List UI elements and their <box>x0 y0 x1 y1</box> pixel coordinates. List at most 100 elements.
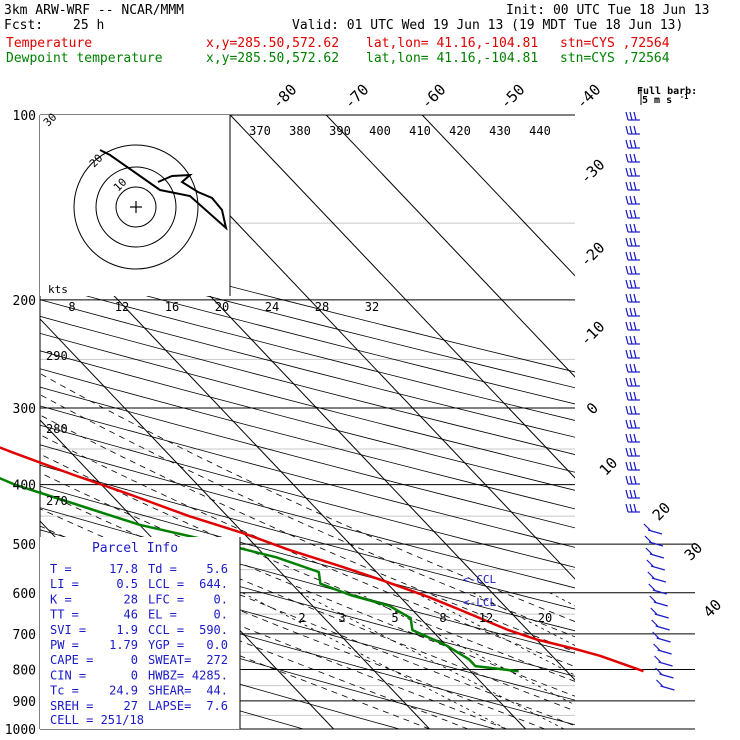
wind-barb-feather <box>633 489 637 499</box>
barb-legend-exponent: -1 <box>680 93 688 101</box>
parcel-row-label-b: SHEAR= <box>148 684 191 698</box>
wind-barb-feather <box>625 391 629 401</box>
isotherm-label-30: 30 <box>681 539 707 565</box>
theta-e-label-420: 420 <box>449 124 471 138</box>
wind-barb-feather <box>625 475 629 485</box>
wind-barb-low <box>647 529 663 535</box>
wind-barb-feather <box>625 293 629 303</box>
mixing-ratio-2 <box>242 592 507 729</box>
mixing-ratio-label-8: 8 <box>439 611 446 625</box>
wind-barb-feather <box>633 139 637 149</box>
speed-label-12: 12 <box>115 300 129 314</box>
dry-adiabat-410 <box>40 315 575 455</box>
speed-label-24: 24 <box>265 300 279 314</box>
isotherm-20 <box>133 115 575 580</box>
wind-barb-low <box>652 589 667 595</box>
wind-barb-feather <box>629 503 633 513</box>
wind-barb-low-feather <box>646 559 654 567</box>
parcel-row-value-a: 17.8 <box>109 562 138 576</box>
dry-adiabat-460 <box>40 236 575 373</box>
parcel-row-label-a: LI = <box>50 577 79 591</box>
dry-adiabat-390 <box>40 350 575 491</box>
wind-barb-low <box>650 565 666 571</box>
parcel-cell: CELL = 251/18 <box>50 713 144 727</box>
wind-barb-low <box>651 577 667 583</box>
wind-barb-feather <box>625 489 629 499</box>
wind-barb-feather <box>633 237 637 247</box>
speed-label-32: 32 <box>365 300 379 314</box>
parcel-row-value-b: 5.6 <box>206 562 228 576</box>
isotherm-30 <box>229 115 575 479</box>
theta-e-label-430: 430 <box>489 124 511 138</box>
wind-barb-feather <box>629 139 633 149</box>
wind-barb-feather <box>629 153 633 163</box>
wind-barb-feather <box>633 405 637 415</box>
wind-barb-feather <box>629 293 633 303</box>
wind-barb-feather <box>629 307 633 317</box>
dry-adiabat-320 <box>40 485 575 632</box>
temperature-legend-label: Temperature <box>6 36 93 51</box>
wind-barb-feather <box>629 321 633 331</box>
parcel-row-value-a: 46 <box>124 608 138 622</box>
wind-barb-feather <box>625 265 629 275</box>
wind-barb-feather <box>625 167 629 177</box>
wind-barb-feather <box>633 391 637 401</box>
wind-barb-feather <box>625 125 629 135</box>
isotherm-label--30: -30 <box>577 156 609 188</box>
theta-label-290: 290 <box>46 349 68 363</box>
wind-barb-feather <box>633 279 637 289</box>
wind-barb-low <box>658 661 673 667</box>
wind-barb-feather <box>629 279 633 289</box>
parcel-row-label-b: LFC = <box>148 592 184 606</box>
wind-barb-feather <box>625 419 629 429</box>
isotherm-label-0: 0 <box>583 399 602 418</box>
parcel-row-label-a: T = <box>50 562 72 576</box>
wind-barb-feather <box>633 265 637 275</box>
wind-barb-feather <box>629 363 633 373</box>
parcel-row-value-b: 0. <box>214 608 228 622</box>
dry-adiabat-420 <box>40 299 575 438</box>
mixing-ratio-label-20: 20 <box>538 611 552 625</box>
wind-barb-feather <box>625 349 629 359</box>
theta-e-label-410: 410 <box>409 124 431 138</box>
parcel-row-label-b: Td = <box>148 562 177 576</box>
parcel-row-label-a: SVI = <box>50 623 86 637</box>
wind-barb-feather <box>629 251 633 261</box>
temperature-station: stn=CYS ,72564 <box>560 36 670 51</box>
pressure-label-400: 400 <box>13 479 36 494</box>
dry-adiabat-430 <box>40 282 575 421</box>
parcel-info-panel: Parcel Info T = 17.8 Td = 5.6 LI = 0.5 LCL = 644… <box>40 537 241 729</box>
pressure-label-1000: 1000 <box>5 723 36 738</box>
wind-barb-feather <box>629 419 633 429</box>
parcel-row-value-a: 24.9 <box>109 684 138 698</box>
wind-barb-feather <box>633 125 637 135</box>
init-time: Init: 00 UTC Tue 18 Jun 13 <box>506 3 710 18</box>
wind-barb-low <box>648 541 664 547</box>
wind-barb-feather <box>633 475 637 485</box>
parcel-row-value-b: 272 <box>206 653 228 667</box>
wind-barb-feather <box>629 167 633 177</box>
wind-barb-feather <box>625 447 629 457</box>
wind-barb-feather <box>633 419 637 429</box>
wind-barb-feather <box>633 363 637 373</box>
temperature-latlon: lat,lon= 41.16,-104.81 <box>366 36 539 51</box>
mixing-ratio-label-12: 12 <box>479 611 493 625</box>
isotherm-label--10: -10 <box>577 318 609 350</box>
wind-barb-low-feather <box>645 547 653 555</box>
wind-barb-feather <box>629 447 633 457</box>
barb-legend-title: Full barb: <box>637 86 697 97</box>
ccl-marker: <-CCL <box>463 573 496 586</box>
wind-barb-feather <box>633 167 637 177</box>
isotherm-label--20: -20 <box>577 239 609 271</box>
dewpoint-station: stn=CYS ,72564 <box>560 51 670 66</box>
wind-barb-feather <box>625 111 629 121</box>
mixing-ratio-label-3: 3 <box>338 611 345 625</box>
hodograph-trace <box>99 149 228 231</box>
valid-time: Valid: 01 UTC Wed 19 Jun 13 (19 MDT Tue … <box>292 18 684 33</box>
wind-barb-feather <box>629 391 633 401</box>
temperature-xy: x,y=285.50,572.62 <box>206 36 340 51</box>
parcel-row-value-b: 4285. <box>192 668 228 682</box>
dewpoint-latlon: lat,lon= 41.16,-104.81 <box>366 51 539 66</box>
wind-barb-feather <box>633 181 637 191</box>
